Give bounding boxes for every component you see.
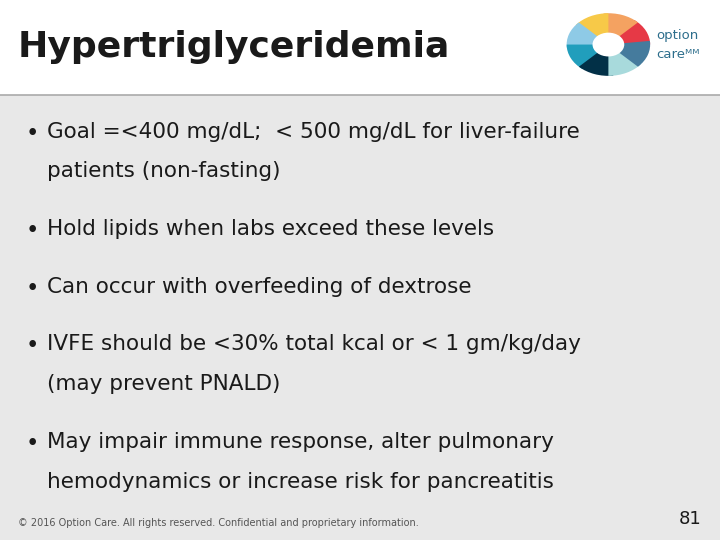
Text: Hold lipids when labs exceed these levels: Hold lipids when labs exceed these level… — [47, 219, 494, 239]
Text: 81: 81 — [679, 510, 702, 528]
Wedge shape — [567, 22, 608, 48]
Text: Hypertriglyceridemia: Hypertriglyceridemia — [18, 30, 451, 64]
Text: •: • — [25, 334, 39, 357]
Wedge shape — [608, 45, 642, 76]
Text: May impair immune response, alter pulmonary: May impair immune response, alter pulmon… — [47, 432, 554, 452]
Text: © 2016 Option Care. All rights reserved. Confidential and proprietary informatio: © 2016 Option Care. All rights reserved.… — [18, 518, 419, 528]
Wedge shape — [579, 45, 613, 76]
Circle shape — [593, 32, 624, 57]
FancyBboxPatch shape — [0, 0, 720, 94]
Text: •: • — [25, 219, 39, 242]
Text: hemodynamics or increase risk for pancreatitis: hemodynamics or increase risk for pancre… — [47, 471, 554, 491]
Text: •: • — [25, 276, 39, 300]
Text: patients (non-fasting): patients (non-fasting) — [47, 161, 280, 181]
Text: careᴹᴹ: careᴹᴹ — [657, 48, 700, 61]
Text: IVFE should be <30% total kcal or < 1 gm/kg/day: IVFE should be <30% total kcal or < 1 gm… — [47, 334, 580, 354]
Text: Goal =<400 mg/dL;  < 500 mg/dL for liver-failure: Goal =<400 mg/dL; < 500 mg/dL for liver-… — [47, 122, 580, 141]
Wedge shape — [608, 20, 650, 45]
Text: (may prevent PNALD): (may prevent PNALD) — [47, 374, 280, 394]
Text: Can occur with overfeeding of dextrose: Can occur with overfeeding of dextrose — [47, 276, 472, 296]
Text: •: • — [25, 432, 39, 455]
Wedge shape — [603, 14, 638, 45]
Text: option: option — [657, 29, 699, 43]
Text: •: • — [25, 122, 39, 145]
Wedge shape — [567, 45, 608, 69]
Wedge shape — [575, 13, 608, 45]
Wedge shape — [608, 41, 650, 67]
